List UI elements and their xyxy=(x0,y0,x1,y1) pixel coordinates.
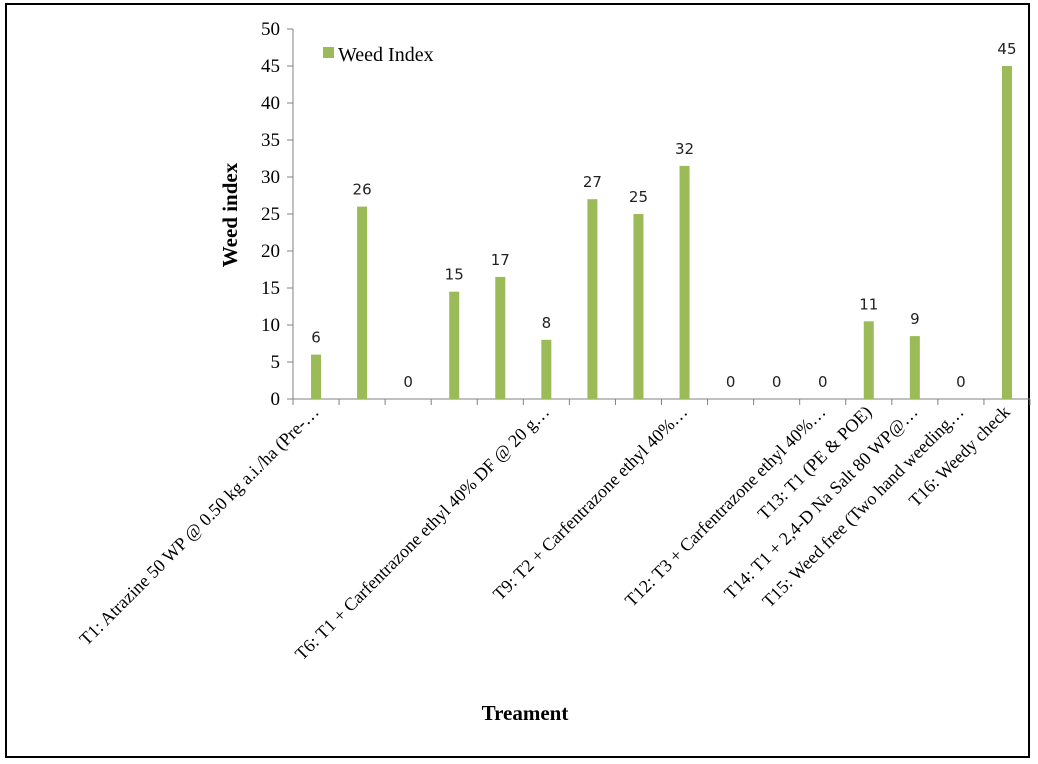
data-label: 8 xyxy=(542,314,552,332)
y-axis-title: Weed index xyxy=(218,162,242,267)
legend-swatch xyxy=(323,47,334,58)
data-label: 45 xyxy=(997,40,1016,58)
y-tick-label: 10 xyxy=(261,315,280,336)
y-tick-label: 20 xyxy=(261,241,280,262)
x-tick-label: T14: T1 + 2,4-D Na Salt 80 WP@… xyxy=(720,402,922,604)
y-tick-label: 5 xyxy=(271,352,281,373)
bar xyxy=(495,276,506,399)
x-tick-labels: T1: Atrazine 50 WP @ 0.50 kg a.i./ha (Pr… xyxy=(75,402,1013,664)
chart-frame xyxy=(5,3,1030,758)
y-tick-label: 0 xyxy=(271,389,281,410)
data-label: 0 xyxy=(772,373,782,391)
x-tick-label: T6: T1 + Carfentrazone ethyl 40% DF @ 20… xyxy=(291,402,553,664)
legend-label: Weed Index xyxy=(338,44,434,66)
y-tick-label: 40 xyxy=(261,93,280,114)
bar xyxy=(311,354,322,399)
data-label: 9 xyxy=(910,310,920,328)
data-label: 26 xyxy=(353,181,372,199)
data-label: 0 xyxy=(818,373,828,391)
y-tick-label: 35 xyxy=(261,130,280,151)
data-label: 0 xyxy=(726,373,736,391)
bar xyxy=(357,206,368,399)
bar xyxy=(1001,66,1012,399)
y-tick-label: 30 xyxy=(261,167,280,188)
data-label: 11 xyxy=(859,295,878,313)
y-tick-label: 15 xyxy=(261,278,280,299)
data-label: 25 xyxy=(629,188,648,206)
y-tick-label: 45 xyxy=(261,56,280,77)
data-label: 15 xyxy=(445,266,464,284)
data-label: 17 xyxy=(491,251,510,269)
data-label: 0 xyxy=(403,373,413,391)
legend: Weed Index xyxy=(323,44,434,66)
x-tick-label: T1: Atrazine 50 WP @ 0.50 kg a.i./ha (Pr… xyxy=(75,402,323,650)
bar xyxy=(449,291,460,399)
bar xyxy=(541,339,552,399)
y-tick-label: 50 xyxy=(261,19,280,40)
x-axis-title: Treament xyxy=(482,701,569,725)
y-axis: 0 5 10 15 20 25 30 35 40 45 50 xyxy=(261,19,294,410)
data-label: 0 xyxy=(956,373,966,391)
bars xyxy=(311,66,1012,399)
x-axis xyxy=(292,398,1031,405)
y-tick-label: 25 xyxy=(261,204,280,225)
bar xyxy=(587,199,598,399)
bar xyxy=(909,336,920,399)
bar xyxy=(633,214,644,399)
data-label: 27 xyxy=(583,173,602,191)
bar xyxy=(679,165,690,399)
bar xyxy=(863,321,874,399)
data-labels: 6 26 0 15 17 8 27 25 32 0 0 0 11 9 0 45 xyxy=(311,40,1016,391)
data-label: 6 xyxy=(311,329,321,347)
data-label: 32 xyxy=(675,140,694,158)
